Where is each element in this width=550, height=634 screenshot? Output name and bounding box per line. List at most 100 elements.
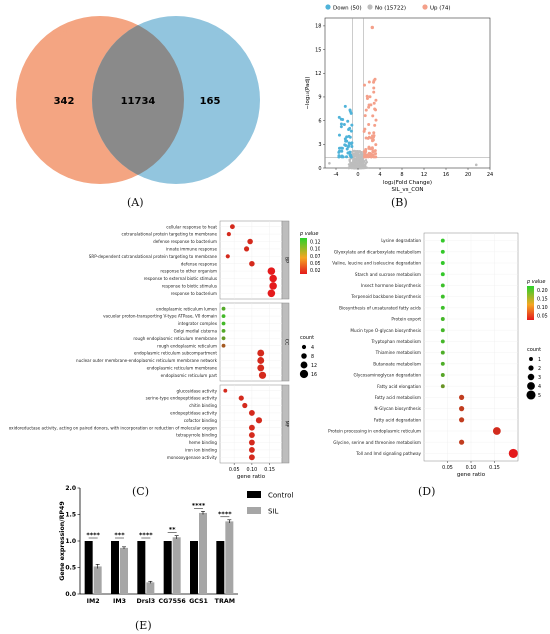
go-term-dot bbox=[221, 328, 226, 333]
volcano-point-down bbox=[337, 146, 341, 150]
volcano-point-down bbox=[341, 155, 345, 159]
go-term-label: iron ion binding bbox=[185, 448, 217, 453]
kegg-legend-size-title: count bbox=[527, 347, 541, 353]
volcano-point-up bbox=[364, 147, 368, 151]
go-term-dot bbox=[255, 417, 263, 424]
go-term-label: cellular response to heat bbox=[166, 224, 217, 229]
volcano-point-down bbox=[350, 141, 354, 145]
kegg-x-axis-label: gene ratio bbox=[457, 472, 486, 478]
kegg-term-dot bbox=[440, 350, 445, 355]
go-term-dot bbox=[247, 238, 253, 245]
venn-diagram: CON SIL 342 11734 165 bbox=[16, 16, 260, 184]
go-legend-color-title: p value bbox=[299, 231, 318, 237]
volcano-legend-dot-down bbox=[325, 4, 331, 10]
kegg-legend-size-label: 2 bbox=[538, 366, 541, 372]
panel-c: BP cellular response to heat cotranslation… bbox=[0, 215, 324, 498]
volcano-x-tick-label: 0 bbox=[356, 172, 359, 178]
bar-category-label: GCS1 bbox=[189, 598, 208, 605]
volcano-point-down bbox=[350, 144, 354, 148]
panel-label-a: (A) bbox=[127, 196, 144, 209]
volcano-point-down bbox=[340, 146, 344, 150]
volcano-point-ns bbox=[360, 163, 363, 166]
kegg-term-label: Protein processing in endoplasmic reticu… bbox=[328, 429, 421, 434]
volcano-point-up bbox=[372, 86, 376, 90]
volcano-legend-label-ns: No (15722) bbox=[375, 6, 406, 12]
go-term-dot bbox=[221, 314, 226, 319]
go-group-strip-BP bbox=[281, 220, 290, 300]
volcano-point-down bbox=[345, 147, 349, 151]
volcano-legend-label-up: Up (74) bbox=[430, 6, 451, 12]
kegg-term-label: Glycine, serine and threonine metabolism bbox=[333, 440, 421, 445]
volcano-point-up bbox=[363, 114, 367, 118]
kegg-term-dot bbox=[440, 283, 445, 288]
go-term-dot bbox=[257, 357, 265, 364]
volcano-point-down bbox=[350, 123, 354, 127]
volcano-point-ns bbox=[356, 150, 359, 153]
go-term-dot bbox=[221, 336, 226, 341]
volcano-point-up bbox=[367, 80, 371, 84]
volcano-point-up bbox=[364, 150, 368, 154]
go-legend-size-dot bbox=[301, 353, 307, 359]
kegg-term-label: Tryptophan metabolism bbox=[370, 339, 421, 344]
volcano-x-tick-label: 4 bbox=[378, 172, 381, 178]
go-term-dot bbox=[223, 388, 228, 393]
volcano-point-up bbox=[367, 122, 371, 126]
volcano-point-up bbox=[362, 129, 366, 133]
volcano-point-ns bbox=[359, 161, 363, 164]
go-legend-size-label: 8 bbox=[311, 354, 314, 360]
kegg-legend-size-dot bbox=[528, 365, 534, 371]
go-legend-colorbar-tick: 0.125 bbox=[310, 239, 320, 245]
bar-control bbox=[190, 541, 198, 594]
go-term-label: response to bacterium bbox=[171, 291, 217, 296]
go-term-dot bbox=[225, 254, 230, 259]
bar-category-label: IM2 bbox=[87, 598, 100, 605]
volcano-x-tick-label: 8 bbox=[400, 172, 403, 178]
volcano-plot: Down (50) No (15722) Up (74) -4 0 4 8 12 16 20 24 0… bbox=[305, 4, 493, 193]
kegg-term-label: Glycosaminoglycan degradation bbox=[353, 373, 421, 378]
volcano-point-up bbox=[364, 108, 368, 112]
kegg-term-dot bbox=[440, 305, 445, 310]
kegg-term-label: Butanoate metabolism bbox=[373, 361, 421, 366]
kegg-legend-colorbar-tick: 0.20 bbox=[537, 288, 548, 294]
volcano-point-up bbox=[364, 136, 368, 140]
kegg-term-label: Protein export bbox=[391, 317, 421, 322]
panel-b: Down (50) No (15722) Up (74) -4 0 4 8 12 16 20 24 0… bbox=[295, 0, 550, 215]
kegg-x-tick-label: 0.05 bbox=[442, 465, 453, 471]
kegg-legend-size-dot bbox=[527, 382, 535, 390]
go-term-label: response to biotic stimulus bbox=[162, 284, 217, 289]
go-term-dot bbox=[221, 306, 226, 311]
kegg-term-dot bbox=[459, 417, 465, 423]
kegg-x-tick-label: 0.10 bbox=[466, 465, 477, 471]
volcano-point-down bbox=[347, 134, 351, 138]
go-term-label: vacuolar proton-transporting V-type ATPa… bbox=[103, 314, 217, 319]
go-group-label-BP: BP bbox=[284, 257, 290, 263]
kegg-term-dot bbox=[440, 294, 445, 299]
go-term-label: Golgi medial cisterna bbox=[174, 329, 218, 334]
volcano-point-down bbox=[340, 149, 344, 153]
volcano-point-up bbox=[374, 98, 378, 102]
go-term-dot bbox=[248, 432, 255, 439]
volcano-point-down bbox=[347, 128, 351, 132]
go-term-label: cofactor binding bbox=[184, 418, 218, 423]
volcano-point-down bbox=[348, 153, 352, 157]
bar-control bbox=[137, 541, 146, 594]
volcano-point-down bbox=[345, 155, 349, 159]
bar-y-tick-label: 2.0 bbox=[65, 485, 76, 492]
go-term-label: glucosidase activity bbox=[176, 388, 217, 393]
go-group-label-MF: MF bbox=[284, 421, 290, 428]
venn-count-sil-only: 165 bbox=[200, 96, 221, 107]
volcano-y-tick-label: 0 bbox=[318, 166, 321, 172]
go-x-axis-label: gene ratio bbox=[237, 474, 266, 480]
go-term-dot bbox=[269, 282, 277, 290]
kegg-term-dot bbox=[440, 361, 445, 366]
go-term-label: innate immune response bbox=[166, 247, 217, 252]
volcano-point-up bbox=[374, 152, 378, 156]
kegg-term-dot bbox=[440, 238, 445, 243]
volcano-point-up bbox=[365, 97, 369, 101]
bar-y-tick-label: 0.0 bbox=[65, 591, 76, 598]
volcano-point-up bbox=[367, 131, 371, 135]
volcano-point-ns bbox=[358, 155, 361, 158]
kegg-term-dot bbox=[459, 406, 465, 412]
volcano-x-tick-label: 12 bbox=[421, 172, 427, 178]
volcano-y-tick-label: 9 bbox=[318, 95, 321, 101]
